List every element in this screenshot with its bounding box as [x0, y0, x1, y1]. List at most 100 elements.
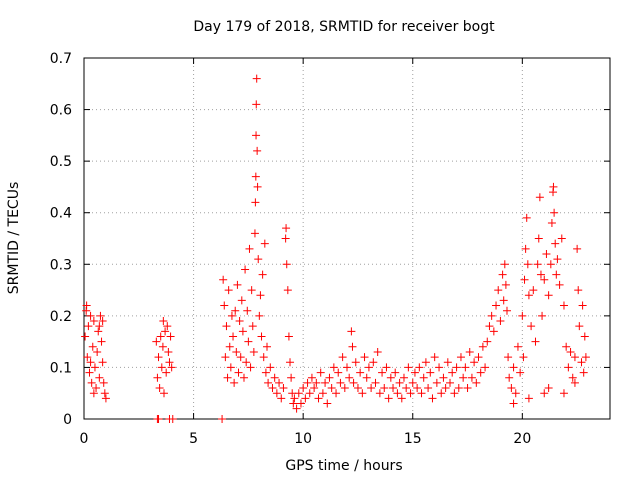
data-point	[251, 172, 260, 181]
data-point	[307, 373, 316, 382]
data-point	[580, 332, 589, 341]
data-point	[282, 224, 291, 233]
data-point	[218, 415, 227, 423]
data-point	[321, 378, 330, 387]
data-point	[98, 358, 107, 367]
data-point	[261, 368, 270, 377]
data-point	[100, 389, 109, 398]
data-point	[546, 260, 555, 269]
x-tick-label: 20	[513, 431, 531, 447]
data-point	[364, 363, 373, 372]
data-point	[375, 389, 384, 398]
data-point	[542, 249, 551, 258]
data-point	[286, 358, 295, 367]
data-point	[564, 363, 573, 372]
y-tick-label: 0.4	[50, 206, 72, 222]
data-point	[163, 322, 172, 331]
data-point	[371, 378, 380, 387]
data-point	[559, 389, 568, 398]
data-point	[156, 332, 165, 341]
data-point	[555, 280, 564, 289]
data-point	[244, 337, 253, 346]
data-point	[524, 394, 533, 403]
data-point	[329, 363, 338, 372]
data-points	[81, 74, 590, 423]
data-point	[483, 337, 492, 346]
data-point	[249, 347, 258, 356]
data-point	[162, 368, 171, 377]
data-point	[534, 234, 543, 243]
data-point	[252, 74, 261, 83]
data-point	[382, 363, 391, 372]
data-point	[82, 301, 91, 310]
data-point	[89, 317, 98, 326]
data-point	[432, 378, 441, 387]
data-point	[294, 389, 303, 398]
data-point	[332, 389, 341, 398]
data-point	[154, 353, 163, 362]
data-point	[557, 234, 566, 243]
data-point	[520, 275, 529, 284]
data-point	[90, 363, 99, 372]
data-point	[277, 394, 286, 403]
data-point	[540, 389, 549, 398]
chart-title: Day 179 of 2018, SRMTID for receiver bog…	[193, 19, 495, 35]
data-point	[284, 332, 293, 341]
data-point	[472, 378, 481, 387]
data-point	[353, 384, 362, 393]
data-point	[459, 373, 468, 382]
data-point	[348, 342, 357, 351]
data-point	[338, 353, 347, 362]
data-point	[252, 100, 261, 109]
plot-frame	[83, 57, 611, 420]
data-point	[579, 368, 588, 377]
data-point	[166, 332, 175, 341]
data-point	[234, 368, 243, 377]
grid-lines	[84, 58, 610, 419]
data-point	[461, 363, 470, 372]
data-point	[502, 306, 511, 315]
data-point	[492, 301, 501, 310]
data-point	[553, 255, 562, 264]
data-point	[96, 311, 105, 320]
data-point	[446, 378, 455, 387]
data-point	[494, 286, 503, 295]
x-tick-label: 5	[189, 431, 198, 447]
data-point	[97, 337, 106, 346]
data-point	[406, 389, 415, 398]
data-point	[456, 353, 465, 362]
data-point	[574, 286, 583, 295]
data-point	[220, 301, 229, 310]
data-point	[165, 358, 174, 367]
data-point	[470, 358, 479, 367]
data-point	[279, 384, 288, 393]
data-point	[521, 244, 530, 253]
data-point	[513, 342, 522, 351]
data-point	[476, 368, 485, 377]
data-point	[428, 394, 437, 403]
x-tick-label: 10	[294, 431, 312, 447]
data-point	[489, 327, 498, 336]
data-point	[95, 322, 104, 331]
data-point	[415, 363, 424, 372]
data-point	[305, 389, 314, 398]
data-point	[424, 384, 433, 393]
data-point	[562, 342, 571, 351]
data-point	[552, 270, 561, 279]
y-tick-label: 0.7	[50, 51, 72, 67]
data-point	[421, 358, 430, 367]
data-point	[452, 363, 461, 372]
data-point	[367, 384, 376, 393]
data-point	[158, 342, 167, 351]
data-point	[88, 342, 97, 351]
data-point	[373, 347, 382, 356]
y-tick-label: 0.5	[50, 154, 72, 170]
data-point	[498, 270, 507, 279]
data-point	[575, 322, 584, 331]
data-point	[509, 363, 518, 372]
data-point	[524, 291, 533, 300]
data-point	[343, 363, 351, 372]
data-point	[252, 131, 261, 140]
data-point	[535, 193, 544, 202]
data-point	[356, 368, 365, 377]
